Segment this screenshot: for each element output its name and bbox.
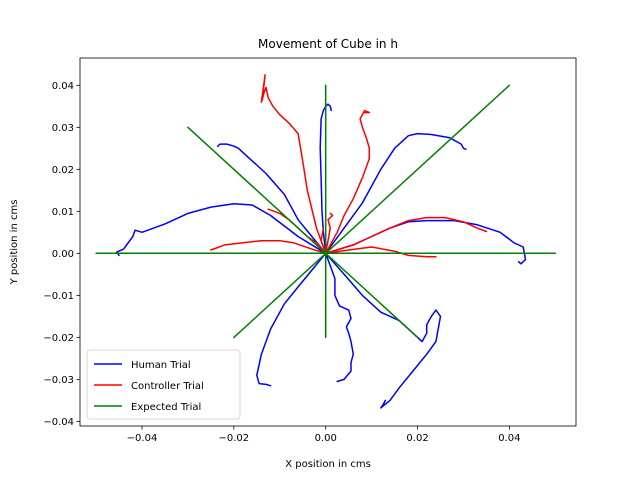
series-line-2-3: [187, 126, 419, 339]
legend-box: [86, 349, 241, 420]
y-axis-label: Y position in cms: [9, 200, 20, 286]
x-axis-label: X position in cms: [285, 459, 371, 470]
series-line-0-2: [319, 103, 332, 255]
legend-label-2: Expected Trial: [131, 402, 201, 413]
y-tick-label-5: 0.01: [52, 207, 74, 218]
series-line-0-6: [324, 252, 355, 383]
y-tick-label-3: −0.01: [43, 291, 74, 302]
legend-label-1: Controller Trial: [131, 381, 204, 392]
x-tick-label-2: 0.00: [315, 433, 337, 444]
series-line-1-0: [210, 239, 327, 255]
y-tick-label-1: −0.03: [43, 375, 74, 386]
series-line-0-1: [217, 143, 327, 255]
series-line-0-3: [324, 132, 467, 255]
plot-area: −0.04 −0.02 0.00 0.02 0.04 −0.04 −0.03 −0.02 −0.…: [43, 57, 577, 444]
series-line-1-4: [324, 216, 488, 255]
y-tick-label-8: 0.04: [52, 81, 74, 92]
x-tick-label-4: 0.04: [498, 433, 520, 444]
x-tick-label-1: −0.02: [219, 433, 250, 444]
series-line-2-2: [233, 84, 511, 339]
y-tick-label-6: 0.02: [52, 165, 74, 176]
series-line-0-5: [324, 252, 442, 409]
series-line-1-3: [324, 109, 371, 255]
series-line-1-2: [260, 74, 327, 255]
series-line-0-0: [115, 203, 327, 257]
series-line-1-7: [320, 227, 327, 255]
axes-frame: [79, 57, 577, 427]
x-tick-label-3: 0.02: [406, 433, 428, 444]
x-tick-label-0: −0.04: [127, 433, 158, 444]
series-line-1-6: [324, 212, 334, 255]
legend: Human Trial Controller Trial Expected Tria…: [86, 349, 241, 420]
series-line-0-7: [256, 252, 327, 387]
y-tick-label-0: −0.04: [43, 417, 74, 428]
chart-title: Movement of Cube in h: [258, 37, 398, 51]
y-tick-label-2: −0.02: [43, 333, 74, 344]
legend-label-0: Human Trial: [131, 360, 191, 371]
series-line-1-5: [324, 246, 437, 258]
y-tick-label-4: 0.00: [52, 249, 74, 260]
y-tick-label-7: 0.03: [52, 123, 74, 134]
